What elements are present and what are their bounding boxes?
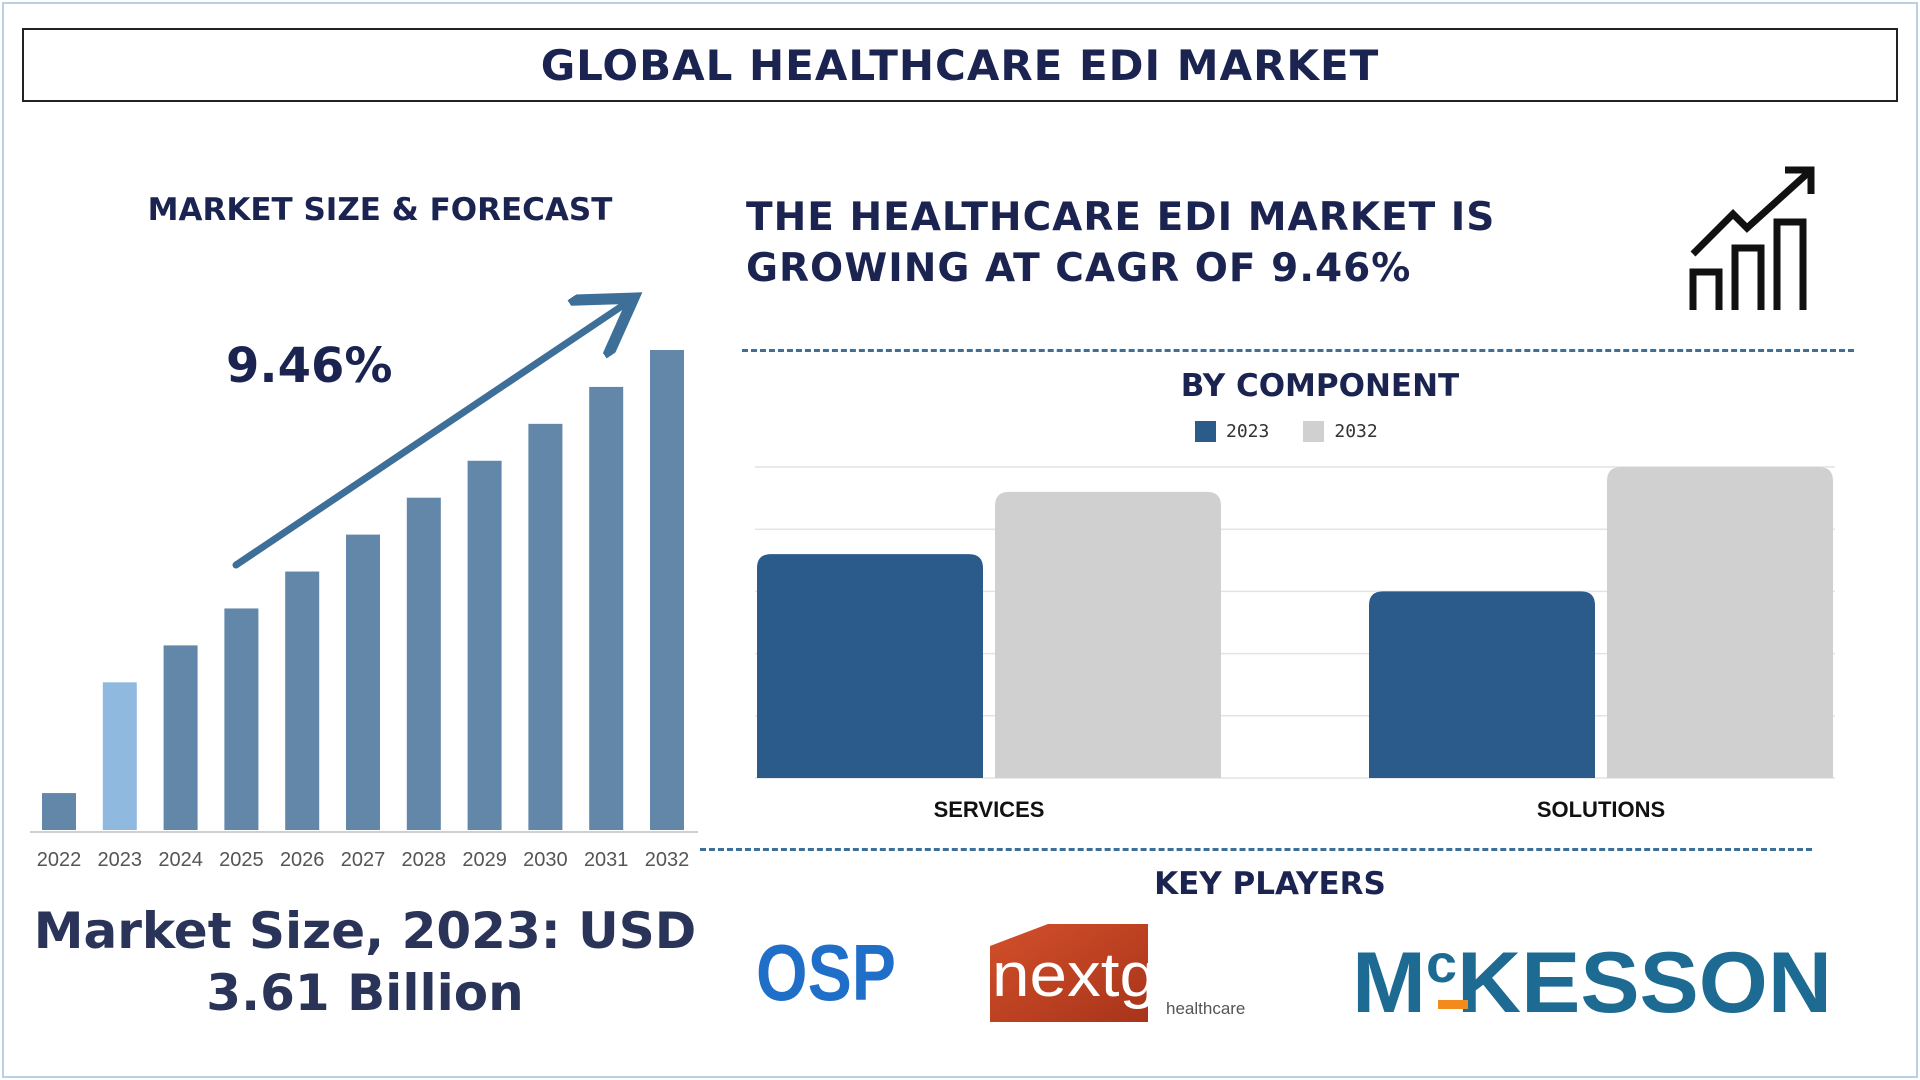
- component-legend: 2023 2032: [1195, 421, 1378, 442]
- legend-swatch-2032: [1303, 421, 1325, 442]
- osp-logo-text: OSP: [756, 928, 896, 1010]
- forecast-bar-2022: [42, 793, 76, 830]
- forecast-bar-2028: [406, 497, 441, 830]
- forecast-tick-2022: 2022: [37, 849, 82, 871]
- component-bar-solutions-2023: [1369, 591, 1595, 778]
- forecast-tick-2029: 2029: [462, 849, 507, 871]
- nextgen-logo-text: nextgen: [992, 941, 1232, 1010]
- market-size-text: Market Size, 2023: USD 3.61 Billion: [30, 900, 700, 1024]
- headline-line1: THE HEALTHCARE EDI MARKET IS: [746, 195, 1496, 240]
- legend-item-2032: 2032: [1303, 421, 1378, 442]
- divider-top: [742, 349, 1854, 352]
- forecast-bar-2023: [102, 682, 137, 830]
- forecast-tick-2031: 2031: [584, 849, 629, 871]
- title-banner: GLOBAL HEALTHCARE EDI MARKET: [22, 28, 1898, 102]
- nextgen-logo-subtext: healthcare: [1166, 999, 1245, 1018]
- market-size-line2: 3.61 Billion: [206, 964, 524, 1022]
- forecast-tick-2024: 2024: [158, 849, 203, 871]
- forecast-tick-2030: 2030: [523, 849, 568, 871]
- forecast-tick-2023: 2023: [98, 849, 143, 871]
- forecast-bar-2031: [589, 386, 624, 830]
- component-bar-solutions-2032: [1607, 467, 1833, 778]
- nextgen-logo: nextgen healthcare: [990, 924, 1245, 1022]
- legend-item-2023: 2023: [1195, 421, 1269, 442]
- cagr-annotation: 9.46%: [226, 338, 393, 394]
- mckesson-logo: McKESSON: [1352, 934, 1832, 1020]
- forecast-tick-2028: 2028: [402, 849, 447, 871]
- legend-label-2032: 2032: [1334, 421, 1378, 442]
- component-bar-chart: SERVICES SOLUTIONS: [755, 466, 1835, 822]
- forecast-bar-2027: [346, 534, 380, 830]
- forecast-bar-chart: 2022 2023 2024 2025 2026 2027 2028 2029 2030 2031…: [30, 280, 698, 871]
- forecast-tick-2026: 2026: [280, 849, 325, 871]
- market-size-line1: Market Size, 2023: USD: [33, 902, 697, 960]
- component-bar-services-2032: [995, 491, 1221, 778]
- forecast-tick-2032: 2032: [645, 849, 690, 871]
- growth-chart-icon: [1689, 166, 1815, 310]
- forecast-bar-2026: [285, 571, 320, 830]
- forecast-tick-2027: 2027: [341, 849, 386, 871]
- legend-swatch-2023: [1195, 421, 1216, 442]
- forecast-bar-2030: [528, 423, 563, 830]
- growth-arrow: [232, 306, 622, 569]
- headline-line2: GROWING AT CAGR OF 9.46%: [746, 246, 1412, 291]
- forecast-bar-2025: [224, 608, 259, 830]
- forecast-tick-2025: 2025: [219, 849, 264, 871]
- osp-logo: OSP: [756, 928, 896, 1010]
- legend-label-2023: 2023: [1226, 421, 1270, 442]
- forecast-bar-2024: [163, 645, 198, 830]
- component-tick-services: SERVICES: [934, 797, 1045, 822]
- component-tick-solutions: SOLUTIONS: [1537, 797, 1665, 822]
- mckesson-logo-accent: [1438, 1000, 1468, 1009]
- cagr-headline: THE HEALTHCARE EDI MARKET IS GROWING AT …: [746, 192, 1646, 294]
- component-bar-services-2023: [757, 554, 983, 778]
- forecast-bar-2032: [650, 350, 684, 830]
- mckesson-logo-text: McKESSON: [1352, 934, 1832, 1020]
- key-players-title: KEY PLAYERS: [1154, 866, 1386, 902]
- forecast-bar-2029: [467, 460, 502, 830]
- page-title: GLOBAL HEALTHCARE EDI MARKET: [540, 40, 1380, 90]
- divider-bottom: [700, 848, 1812, 851]
- component-chart-title: BY COMPONENT: [1180, 368, 1460, 404]
- forecast-chart-title: MARKET SIZE & FORECAST: [147, 192, 613, 228]
